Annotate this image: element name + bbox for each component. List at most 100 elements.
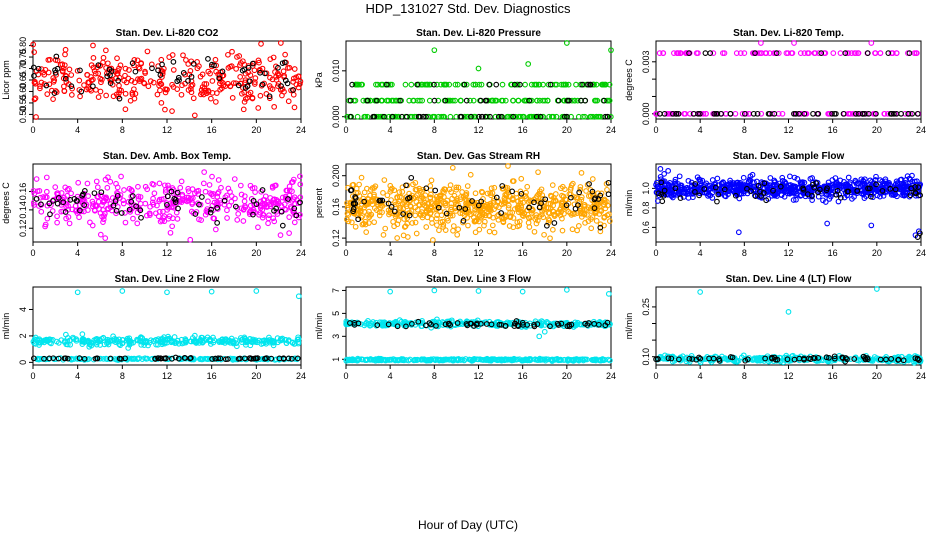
- data-point-main: [424, 214, 431, 221]
- data-point-main: [455, 226, 462, 233]
- data-point-main: [492, 97, 498, 104]
- data-point-main: [433, 193, 440, 200]
- data-point-overlay: [245, 64, 252, 71]
- data-point-main: [380, 189, 386, 196]
- data-point-main: [404, 220, 411, 227]
- data-point-main: [593, 81, 600, 88]
- data-point-main: [737, 50, 744, 56]
- x-tick-label: 8: [742, 248, 747, 258]
- data-point-main: [536, 333, 543, 340]
- data-point-main: [900, 187, 907, 193]
- data-point-overlay: [714, 198, 720, 205]
- data-point-overlay: [658, 179, 665, 186]
- y-tick-label: 0: [18, 360, 28, 365]
- data-point-main: [362, 113, 369, 120]
- data-point-overlay: [811, 184, 818, 191]
- data-point-main: [574, 97, 581, 104]
- data-point-overlay: [865, 110, 872, 117]
- data-point-main: [169, 81, 175, 88]
- data-point-overlay: [829, 110, 835, 117]
- data-point-main: [873, 173, 879, 180]
- data-point-overlay: [91, 190, 98, 197]
- data-point-main: [676, 173, 683, 180]
- data-point-main: [117, 192, 124, 198]
- data-point-baseline: [343, 358, 350, 364]
- data-point-main: [295, 73, 302, 80]
- data-point-main: [670, 191, 677, 198]
- data-point-main: [290, 79, 297, 85]
- data-point-main: [578, 210, 585, 217]
- data-point-main: [105, 206, 112, 212]
- data-point-main: [291, 104, 298, 111]
- data-point-main: [68, 72, 75, 78]
- data-point-overlay: [110, 202, 117, 209]
- data-point-main: [779, 178, 786, 184]
- data-point-main: [571, 97, 578, 104]
- data-point-baseline: [443, 356, 450, 363]
- data-point-main: [847, 179, 853, 186]
- data-point-main: [189, 201, 196, 208]
- data-point-main: [238, 191, 245, 198]
- data-point-overlay: [275, 64, 281, 71]
- data-point-overlay: [597, 224, 604, 231]
- data-point-main: [138, 75, 145, 82]
- data-point-main: [137, 334, 144, 341]
- data-point-overlay: [815, 189, 821, 196]
- data-point-main: [401, 199, 407, 206]
- data-point-main: [778, 191, 785, 198]
- data-point-overlay: [385, 200, 392, 207]
- data-point-overlay: [209, 356, 215, 362]
- data-point-overlay: [844, 188, 851, 195]
- data-point-overlay: [397, 97, 403, 104]
- x-tick-label: 4: [75, 248, 80, 258]
- data-point-main: [125, 337, 131, 343]
- data-point-main: [486, 212, 492, 219]
- data-point-main: [207, 190, 213, 196]
- y-tick-label: 0.80: [18, 37, 28, 55]
- data-point-main: [273, 74, 279, 80]
- data-point-overlay: [520, 322, 526, 328]
- data-point-main: [241, 98, 248, 105]
- data-point-main: [138, 341, 145, 348]
- data-point-main: [431, 47, 438, 54]
- data-point-main: [49, 208, 56, 214]
- data-point-overlay: [129, 193, 136, 199]
- data-point-main: [291, 219, 298, 226]
- data-point-main: [845, 185, 852, 191]
- data-point-overlay: [851, 356, 858, 362]
- data-point-main: [838, 183, 845, 189]
- data-point-overlay: [164, 202, 170, 208]
- data-point-main: [524, 183, 531, 190]
- data-point-main: [237, 62, 243, 68]
- data-point-overlay: [476, 113, 482, 120]
- data-point-main: [584, 212, 590, 218]
- data-point-baseline: [480, 357, 487, 363]
- data-point-main: [486, 228, 493, 235]
- data-point-main: [145, 342, 151, 349]
- data-point-main: [177, 184, 184, 191]
- data-point-overlay: [285, 196, 291, 202]
- data-point-baseline: [549, 356, 555, 363]
- data-point-main: [224, 215, 230, 221]
- data-point-main: [571, 194, 577, 200]
- data-point-main: [280, 68, 287, 75]
- data-point-main: [148, 61, 155, 68]
- data-point-overlay: [211, 62, 217, 69]
- data-point-overlay: [116, 355, 123, 362]
- data-point-main: [199, 84, 206, 90]
- x-tick-label: 16: [518, 371, 528, 381]
- data-point-main: [187, 68, 194, 74]
- data-point-main: [274, 339, 281, 346]
- data-point-main: [578, 170, 585, 176]
- data-point-overlay: [205, 56, 211, 62]
- data-point-main: [733, 50, 740, 56]
- data-point-overlay: [199, 194, 205, 200]
- data-point-main: [154, 91, 161, 98]
- data-point-main: [129, 91, 136, 98]
- y-tick-label: 0.25: [641, 298, 651, 316]
- data-point-main: [188, 338, 194, 345]
- x-tick-label: 24: [606, 125, 616, 135]
- data-point-main: [529, 207, 536, 213]
- data-point-baseline: [565, 357, 572, 363]
- data-point-main: [73, 337, 80, 344]
